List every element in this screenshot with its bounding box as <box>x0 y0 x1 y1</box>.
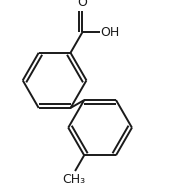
Text: O: O <box>77 0 87 9</box>
Text: OH: OH <box>100 26 120 39</box>
Text: CH₃: CH₃ <box>63 173 86 186</box>
